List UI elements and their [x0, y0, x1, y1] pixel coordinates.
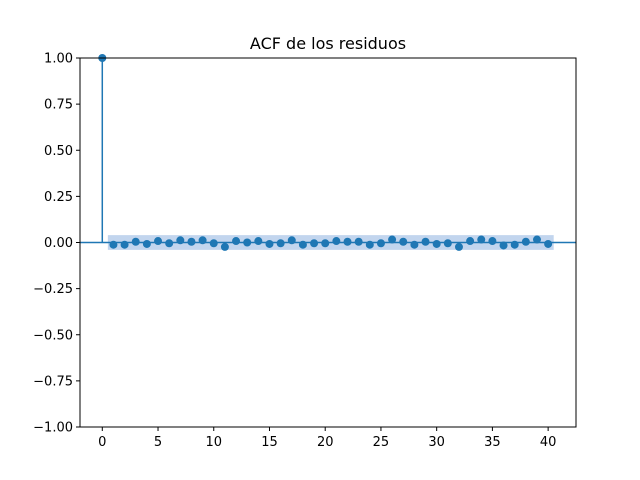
x-tick-label: 10	[205, 435, 222, 450]
acf-point	[388, 235, 397, 244]
acf-point	[232, 237, 241, 246]
acf-point	[532, 235, 541, 244]
marker-layer	[98, 54, 553, 251]
acf-point	[432, 239, 441, 248]
acf-point	[120, 240, 129, 249]
acf-point	[254, 237, 263, 246]
y-tick-label: 0.75	[44, 98, 73, 113]
y-tick-label: −1.00	[33, 421, 73, 436]
acf-point	[521, 237, 530, 246]
acf-point	[131, 237, 140, 246]
acf-point	[298, 240, 307, 249]
x-tick-label: 30	[428, 435, 445, 450]
acf-point	[109, 240, 118, 249]
x-tick-label: 40	[540, 435, 557, 450]
acf-point	[499, 241, 508, 250]
acf-point	[332, 237, 341, 246]
y-tick-label: −0.50	[33, 328, 73, 343]
acf-point	[142, 239, 151, 248]
acf-point	[209, 239, 218, 248]
acf-point	[321, 239, 330, 248]
acf-point	[399, 237, 408, 246]
acf-point	[443, 239, 452, 248]
acf-point	[454, 242, 463, 251]
acf-point	[176, 236, 185, 245]
acf-point	[154, 237, 163, 246]
acf-point	[354, 237, 363, 246]
x-tick-label: 35	[484, 435, 501, 450]
y-tick-label: 0.25	[44, 190, 73, 205]
acf-point	[365, 240, 374, 249]
plot-area	[80, 54, 576, 427]
acf-point	[410, 240, 419, 249]
y-tick-label: 1.00	[44, 52, 73, 67]
y-tick-label: −0.25	[33, 282, 73, 297]
acf-point	[343, 237, 352, 246]
y-tick-label: 0.00	[44, 236, 73, 251]
x-tick-label: 15	[261, 435, 278, 450]
acf-point	[243, 238, 252, 247]
acf-point	[488, 237, 497, 246]
y-tick-label: 0.50	[44, 144, 73, 159]
acf-point	[466, 237, 475, 246]
acf-point	[187, 237, 196, 246]
y-tick-label: −0.75	[33, 374, 73, 389]
x-tick-label: 5	[154, 435, 162, 450]
acf-point	[477, 235, 486, 244]
acf-point	[220, 242, 229, 251]
acf-point	[265, 239, 274, 248]
x-tick-label: 25	[373, 435, 390, 450]
acf-point	[276, 239, 285, 248]
acf-point	[198, 236, 207, 245]
acf-point	[544, 239, 553, 248]
x-tick-label: 20	[317, 435, 334, 450]
x-tick-label: 0	[98, 435, 106, 450]
acf-point	[287, 236, 296, 245]
acf-point	[376, 239, 385, 248]
x-axis: 0 5 10 15 20 25 30 35 40	[98, 427, 556, 450]
y-axis: −1.00 −0.75 −0.50 −0.25 0.00 0.25 0.50 0.75 1.00	[33, 52, 80, 436]
acf-point	[310, 239, 319, 248]
acf-point	[421, 237, 430, 246]
acf-point	[165, 239, 174, 248]
acf-point	[510, 240, 519, 249]
chart-title: ACF de los residuos	[250, 34, 406, 53]
